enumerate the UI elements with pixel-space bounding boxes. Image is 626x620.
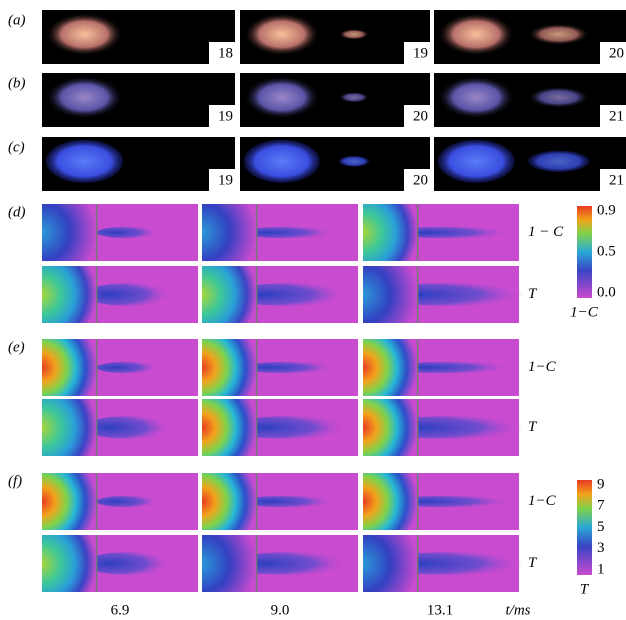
plume bbox=[228, 416, 348, 439]
chamber bbox=[202, 266, 257, 323]
panel-label: (b) bbox=[8, 75, 26, 91]
chamber bbox=[42, 399, 97, 456]
jet bbox=[338, 155, 370, 167]
colorbar-tick: 0.5 bbox=[597, 243, 616, 259]
colorbar-tick: 9 bbox=[597, 476, 605, 492]
colorbar-tick: 1 bbox=[597, 561, 605, 577]
flame bbox=[437, 75, 515, 119]
jet bbox=[528, 23, 590, 46]
field-label: 1 − C bbox=[528, 224, 564, 240]
frame-number: 20 bbox=[413, 108, 428, 124]
frame-number: 19 bbox=[218, 172, 233, 188]
time-label: 9.0 bbox=[271, 602, 290, 618]
flame bbox=[437, 12, 515, 56]
flame bbox=[243, 139, 320, 183]
colorbar-tick: 5 bbox=[597, 519, 605, 535]
chamber bbox=[363, 399, 418, 456]
panel-label: (a) bbox=[8, 12, 26, 28]
plume bbox=[240, 495, 335, 508]
chamber bbox=[363, 473, 418, 530]
field-label: T bbox=[528, 419, 538, 435]
field-label: 1−C bbox=[528, 359, 557, 375]
panel-label: (f) bbox=[8, 473, 22, 489]
frame-number: 18 bbox=[218, 45, 233, 61]
frame-box bbox=[209, 42, 235, 64]
chamber bbox=[363, 266, 418, 323]
plume bbox=[84, 552, 172, 575]
colorbar-label: T bbox=[580, 581, 590, 597]
chamber bbox=[202, 204, 257, 261]
frame-box bbox=[209, 105, 235, 127]
jet bbox=[528, 86, 590, 109]
field-label: 1−C bbox=[528, 493, 557, 509]
chamber bbox=[42, 339, 97, 396]
plume bbox=[84, 416, 172, 439]
panel-label: (e) bbox=[8, 339, 25, 355]
flame bbox=[243, 12, 320, 56]
colorbar bbox=[577, 480, 592, 575]
time-label: 13.1 bbox=[427, 602, 453, 618]
flame bbox=[45, 75, 124, 119]
frame-box bbox=[209, 169, 235, 191]
frame-number: 20 bbox=[413, 172, 428, 188]
plume bbox=[96, 361, 159, 374]
frame-number: 20 bbox=[609, 45, 624, 61]
colorbar bbox=[577, 206, 592, 298]
chamber bbox=[363, 339, 418, 396]
frame-box bbox=[404, 169, 430, 191]
colorbar-tick: 7 bbox=[597, 498, 605, 514]
plume bbox=[96, 226, 159, 239]
colorbar-tick: 3 bbox=[597, 540, 605, 556]
colorbar-tick: 0.0 bbox=[597, 284, 616, 300]
chamber bbox=[363, 535, 418, 592]
chamber bbox=[363, 204, 418, 261]
chamber bbox=[42, 473, 97, 530]
frame-box bbox=[600, 105, 626, 127]
frame-number: 19 bbox=[218, 108, 233, 124]
frame-number: 19 bbox=[413, 45, 428, 61]
flame bbox=[243, 75, 320, 119]
chamber bbox=[42, 204, 97, 261]
flame bbox=[45, 12, 124, 56]
time-unit: t/ms bbox=[505, 602, 530, 618]
flame bbox=[437, 139, 515, 183]
colorbar-label: 1−C bbox=[570, 304, 599, 320]
jet bbox=[338, 28, 370, 40]
frame-box bbox=[600, 169, 626, 191]
time-label: 6.9 bbox=[111, 602, 130, 618]
chamber bbox=[202, 339, 257, 396]
frame-number: 21 bbox=[609, 108, 624, 124]
chamber bbox=[42, 266, 97, 323]
panel-label: (c) bbox=[8, 139, 25, 155]
plume bbox=[228, 552, 348, 575]
plume bbox=[96, 495, 159, 508]
frame-number: 21 bbox=[609, 172, 624, 188]
chamber bbox=[202, 399, 257, 456]
chamber bbox=[202, 535, 257, 592]
jet bbox=[528, 150, 590, 173]
plume bbox=[84, 283, 172, 306]
frame-box bbox=[600, 42, 626, 64]
panel-label: (d) bbox=[8, 204, 26, 220]
field-label: T bbox=[528, 286, 538, 302]
field-label: T bbox=[528, 555, 538, 571]
chamber bbox=[202, 473, 257, 530]
jet bbox=[338, 91, 370, 103]
frame-box bbox=[404, 105, 430, 127]
flame bbox=[45, 139, 124, 183]
plume bbox=[240, 361, 335, 374]
chamber bbox=[42, 535, 97, 592]
plume bbox=[240, 226, 335, 239]
colorbar-tick: 0.9 bbox=[597, 202, 616, 218]
plume bbox=[228, 283, 348, 306]
frame-box bbox=[404, 42, 430, 64]
